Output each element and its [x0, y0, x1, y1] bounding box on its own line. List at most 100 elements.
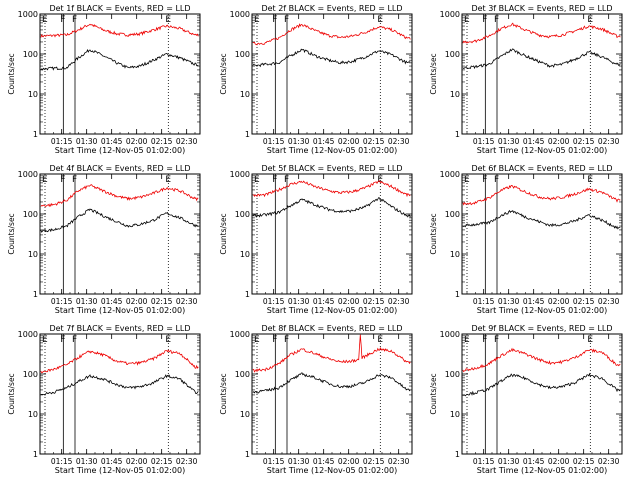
marker-label: F — [60, 15, 65, 25]
marker-label: E — [165, 15, 171, 25]
x-tick-label: 02:30 — [388, 137, 410, 146]
y-tick-label: 1 — [455, 450, 460, 459]
lld-series-line — [40, 349, 199, 374]
events-series-line — [40, 374, 199, 396]
x-tick-label: 02:30 — [176, 297, 198, 306]
x-tick-label: 01:30 — [76, 137, 98, 146]
y-tick-label: 10 — [28, 410, 38, 419]
x-tick-label: 02:00 — [126, 297, 148, 306]
marker-label: E — [42, 175, 48, 185]
x-tick-label: 01:45 — [523, 297, 545, 306]
x-tick-label: 01:45 — [313, 457, 335, 466]
x-tick-label: 01:30 — [288, 297, 310, 306]
events-series-line — [252, 372, 411, 394]
detector-panel: Det 7f BLACK = Events, RED = LLD 1 10 100 10… — [7, 324, 201, 475]
x-tick-label: 02:00 — [548, 457, 570, 466]
detector-panel: Det 3f BLACK = Events, RED = LLD 1 10 100 10… — [429, 4, 623, 155]
y-axis-label: Counts/sec — [429, 53, 438, 94]
x-tick-label: 01:15 — [473, 457, 495, 466]
y-axis-label: Counts/sec — [7, 373, 16, 414]
x-tick-label: 01:15 — [263, 137, 285, 146]
marker-label: F — [482, 335, 487, 345]
x-tick-label: 02:30 — [388, 457, 410, 466]
events-series-line — [252, 48, 411, 68]
x-tick-label: 02:30 — [388, 297, 410, 306]
y-axis-label: Counts/sec — [429, 373, 438, 414]
x-tick-label: 02:30 — [598, 297, 620, 306]
marker-label: F — [72, 15, 77, 25]
marker-label: E — [165, 335, 171, 345]
marker-label: F — [72, 335, 77, 345]
panel-title: Det 2f BLACK = Events, RED = LLD — [261, 4, 402, 13]
panel-title: Det 4f BLACK = Events, RED = LLD — [49, 164, 190, 173]
detector-panel: Det 6f BLACK = Events, RED = LLD 1 10 100 10… — [429, 164, 623, 315]
x-axis-label: Start Time (12-Nov-05 01:02:00) — [477, 146, 607, 155]
marker-label: E — [377, 15, 383, 25]
x-axis-label: Start Time (12-Nov-05 01:02:00) — [55, 306, 185, 315]
y-tick-label: 1000 — [440, 170, 460, 179]
marker-label: E — [587, 15, 593, 25]
x-axis-label: Start Time (12-Nov-05 01:02:00) — [267, 466, 397, 475]
y-tick-label: 10 — [240, 410, 250, 419]
panel-title: Det 6f BLACK = Events, RED = LLD — [471, 164, 612, 173]
y-tick-label: 1 — [33, 290, 38, 299]
marker-label: E — [165, 175, 171, 185]
y-tick-label: 10 — [450, 250, 460, 259]
y-tick-label: 1000 — [230, 10, 250, 19]
y-axis-label: Counts/sec — [7, 213, 16, 254]
marker-label: F — [72, 175, 77, 185]
events-series-line — [40, 208, 199, 233]
y-tick-label: 1 — [245, 130, 250, 139]
y-axis-label: Counts/sec — [219, 213, 228, 254]
detector-panel: Det 9f BLACK = Events, RED = LLD 1 10 100 10… — [429, 324, 623, 475]
marker-label: F — [272, 175, 277, 185]
x-tick-label: 01:30 — [288, 457, 310, 466]
x-tick-label: 02:15 — [573, 457, 595, 466]
x-axis-label: Start Time (12-Nov-05 01:02:00) — [55, 146, 185, 155]
marker-label: E — [587, 175, 593, 185]
y-tick-label: 10 — [450, 410, 460, 419]
y-tick-label: 1000 — [440, 330, 460, 339]
x-tick-label: 01:45 — [101, 137, 123, 146]
x-tick-label: 02:30 — [176, 457, 198, 466]
events-series-line — [462, 48, 621, 70]
x-tick-label: 02:00 — [338, 457, 360, 466]
lld-series-line — [40, 184, 199, 208]
marker-label: F — [60, 335, 65, 345]
y-tick-label: 1 — [33, 450, 38, 459]
x-tick-label: 02:15 — [573, 137, 595, 146]
marker-label: F — [284, 335, 289, 345]
events-series-line — [252, 197, 411, 218]
y-tick-label: 10 — [450, 90, 460, 99]
x-tick-label: 02:00 — [548, 297, 570, 306]
events-series-line — [462, 209, 621, 230]
x-tick-label: 01:45 — [313, 297, 335, 306]
lld-series-line — [462, 184, 621, 206]
y-tick-label: 1 — [455, 130, 460, 139]
marker-label: F — [284, 175, 289, 185]
y-tick-label: 100 — [23, 210, 38, 219]
y-tick-label: 10 — [28, 250, 38, 259]
x-axis-label: Start Time (12-Nov-05 01:02:00) — [477, 466, 607, 475]
detector-panel: Det 1f BLACK = Events, RED = LLD 1 10 100 10… — [7, 4, 201, 155]
x-axis-label: Start Time (12-Nov-05 01:02:00) — [267, 306, 397, 315]
marker-label: F — [284, 15, 289, 25]
x-tick-label: 01:45 — [313, 137, 335, 146]
x-tick-label: 02:00 — [548, 137, 570, 146]
y-tick-label: 10 — [240, 90, 250, 99]
x-axis-label: Start Time (12-Nov-05 01:02:00) — [267, 146, 397, 155]
marker-label: E — [464, 15, 470, 25]
plot-frame — [461, 13, 623, 135]
y-tick-label: 1 — [455, 290, 460, 299]
y-tick-label: 100 — [235, 370, 250, 379]
y-tick-label: 1000 — [230, 170, 250, 179]
detector-panel: Det 2f BLACK = Events, RED = LLD 1 10 100 10… — [219, 4, 413, 155]
y-tick-label: 100 — [235, 50, 250, 59]
marker-label: E — [254, 15, 260, 25]
y-tick-label: 1000 — [18, 10, 38, 19]
plot-frame — [251, 13, 413, 135]
x-tick-label: 01:30 — [76, 457, 98, 466]
marker-label: F — [494, 15, 499, 25]
x-axis-label: Start Time (12-Nov-05 01:02:00) — [477, 306, 607, 315]
